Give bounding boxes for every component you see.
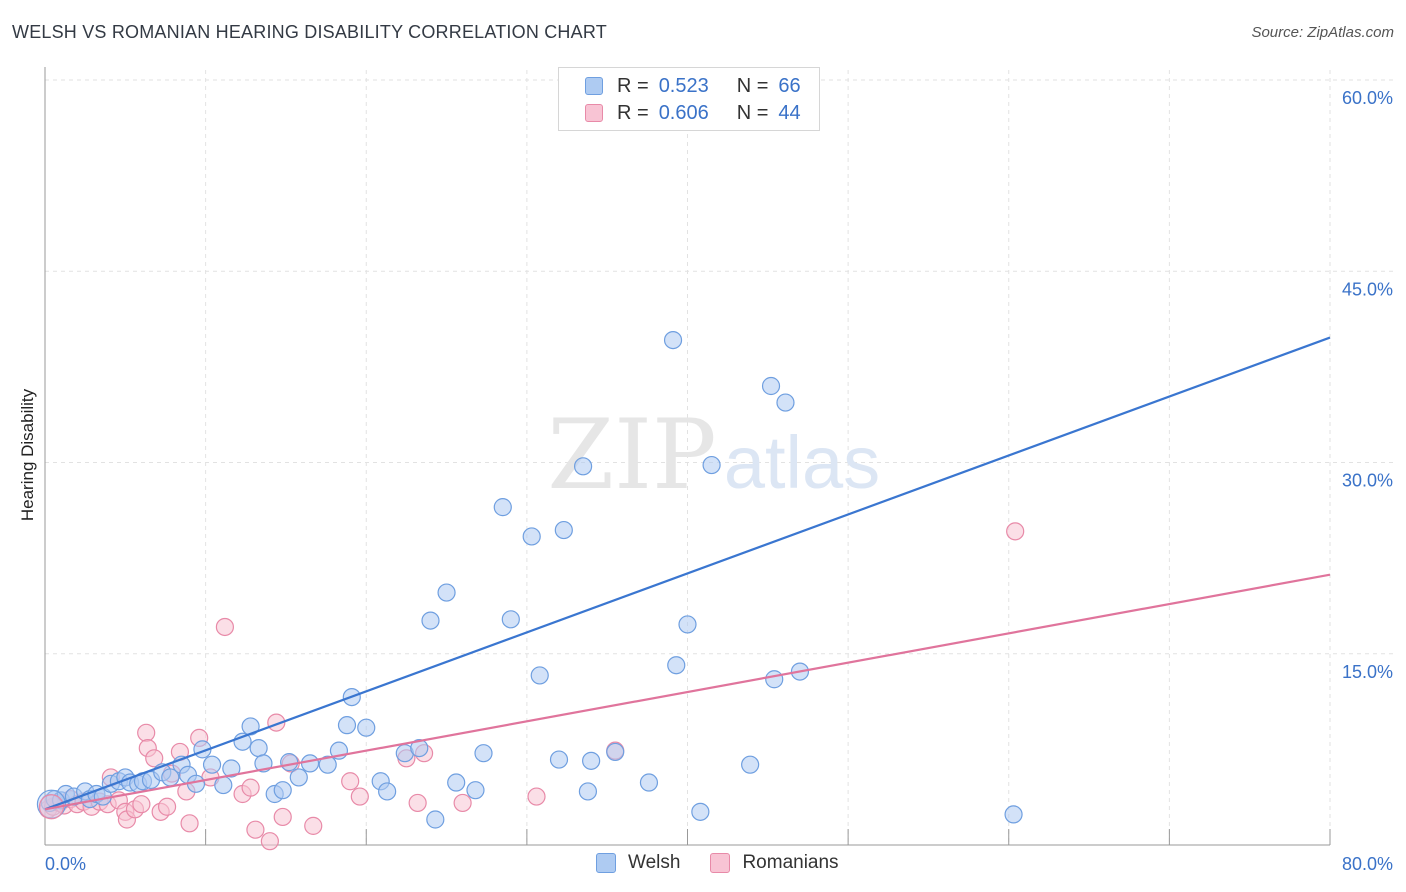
series-label-welsh: Welsh	[628, 852, 681, 873]
point-welsh	[691, 802, 710, 821]
point-welsh	[582, 751, 601, 770]
point-romanians	[408, 793, 427, 813]
y-tick-label: 45.0%	[1342, 279, 1393, 299]
series-legend-welsh[interactable]: Welsh	[596, 852, 680, 874]
point-welsh	[549, 750, 569, 769]
legend-row-romanians: R = 0.606 N = 44	[585, 100, 801, 126]
trend-line-welsh	[44, 336, 1331, 811]
point-welsh	[474, 744, 493, 763]
point-romanians	[157, 797, 177, 816]
point-welsh	[573, 457, 593, 476]
point-welsh	[437, 583, 456, 602]
point-welsh	[741, 755, 760, 774]
point-romanians	[215, 617, 234, 637]
point-romanians	[145, 749, 164, 768]
point-welsh	[410, 738, 429, 758]
series-legend: Welsh Romanians	[596, 852, 869, 874]
point-romanians	[304, 816, 323, 835]
point-romanians	[132, 795, 151, 814]
point-welsh	[663, 331, 683, 350]
point-welsh	[554, 520, 573, 540]
point-romanians	[341, 772, 360, 791]
point-romanians	[137, 723, 156, 742]
point-welsh	[289, 768, 308, 787]
point-welsh	[765, 670, 784, 689]
y-tick-label: 15.0%	[1342, 662, 1393, 682]
point-welsh	[761, 376, 781, 396]
point-welsh	[318, 755, 337, 774]
point-welsh	[466, 781, 485, 800]
point-welsh	[493, 498, 512, 517]
trend-lines	[44, 336, 1331, 811]
point-welsh	[639, 773, 659, 792]
point-welsh	[357, 718, 376, 737]
point-welsh	[426, 810, 445, 829]
watermark: ZIP atlas	[547, 399, 880, 511]
tick-labels: 15.0% 30.0% 45.0% 60.0% 0.0% 80.0%	[45, 88, 1393, 874]
point-welsh	[273, 781, 292, 800]
point-romanians	[260, 832, 279, 851]
legend-r-value: 0.523	[658, 74, 709, 97]
legend-r-label: R =	[617, 74, 649, 97]
y-tick-label: 30.0%	[1342, 471, 1393, 491]
y-tick-label: 60.0%	[1342, 88, 1393, 108]
watermark-atlas: atlas	[724, 421, 880, 504]
point-welsh	[249, 738, 268, 758]
point-welsh	[337, 716, 357, 735]
legend-n-value: 44	[778, 101, 801, 124]
legend-n-label: N =	[736, 101, 769, 124]
point-welsh	[421, 611, 440, 630]
legend-swatch-welsh	[585, 77, 603, 95]
point-romanians	[350, 787, 369, 806]
x-tick-label: 0.0%	[45, 854, 86, 874]
series-label-romanians: Romanians	[742, 852, 839, 873]
point-welsh	[202, 755, 222, 774]
legend-swatch-romanians	[585, 104, 603, 122]
point-romanians	[453, 793, 472, 813]
point-welsh	[606, 742, 625, 762]
chart-title: WELSH VS ROMANIAN HEARING DISABILITY COR…	[12, 22, 607, 42]
trend-line-romanians	[44, 573, 1331, 811]
point-romanians	[246, 820, 265, 839]
legend-n-value: 66	[778, 74, 801, 97]
point-welsh	[530, 666, 549, 685]
point-welsh	[501, 610, 520, 629]
point-welsh	[776, 393, 795, 412]
point-welsh	[280, 753, 299, 772]
series-swatch-welsh	[596, 853, 616, 873]
legend-r-label: R =	[617, 101, 649, 124]
stats-legend: R = 0.523 N = 66 R = 0.606 N = 44	[558, 67, 820, 131]
point-welsh	[522, 527, 541, 546]
point-welsh	[214, 775, 233, 795]
legend-n-label: N =	[736, 74, 769, 97]
point-romanians	[241, 778, 260, 797]
point-romanians	[273, 807, 292, 827]
point-welsh	[222, 759, 241, 778]
point-welsh	[578, 782, 598, 801]
point-welsh	[378, 782, 397, 801]
series-legend-romanians[interactable]: Romanians	[710, 852, 839, 874]
point-welsh	[447, 773, 466, 792]
point-romanians	[180, 814, 199, 833]
point-welsh	[678, 615, 697, 634]
point-welsh	[702, 455, 721, 475]
legend-r-value: 0.606	[658, 101, 709, 124]
series-swatch-romanians	[710, 853, 731, 873]
point-romanians	[1006, 522, 1025, 541]
point-romanians	[527, 787, 546, 806]
point-welsh	[1004, 805, 1023, 824]
points	[36, 331, 1025, 851]
x-tick-label: 80.0%	[1342, 854, 1393, 874]
point-welsh	[300, 754, 320, 773]
legend-row-welsh: R = 0.523 N = 66	[585, 73, 801, 99]
source-label: Source: ZipAtlas.com	[1251, 24, 1394, 41]
axes	[44, 67, 1331, 846]
watermark-zip: ZIP	[547, 399, 716, 511]
point-welsh	[667, 656, 686, 675]
